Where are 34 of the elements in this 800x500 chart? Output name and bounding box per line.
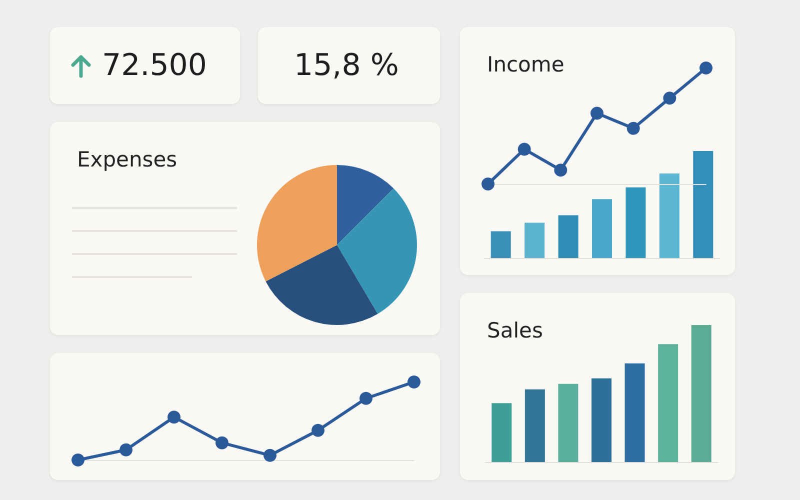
point [518, 142, 531, 156]
point [700, 62, 712, 74]
chart-title: Income [487, 52, 564, 76]
point [360, 392, 372, 405]
point [663, 92, 676, 105]
point [590, 106, 604, 120]
bar [626, 187, 646, 258]
point [312, 424, 324, 437]
text: 15,8 % [294, 48, 399, 83]
chart-title: Sales [487, 318, 543, 342]
point [408, 376, 420, 388]
bar [490, 231, 511, 258]
bar [524, 222, 545, 258]
bar [492, 403, 512, 462]
bar [558, 384, 578, 462]
point [216, 436, 228, 450]
bar [659, 173, 680, 258]
bar [691, 325, 712, 462]
point [264, 448, 276, 462]
bar [524, 389, 545, 462]
point [626, 122, 640, 135]
point [72, 454, 84, 466]
bar [592, 199, 612, 258]
chart-title: Expenses [77, 148, 178, 172]
bar [624, 363, 645, 462]
point [482, 178, 494, 190]
bar [592, 378, 612, 462]
text: 72.500 [102, 48, 207, 83]
point [120, 443, 132, 456]
point [554, 164, 568, 177]
bar [558, 215, 578, 258]
point [168, 410, 180, 424]
bar [693, 151, 714, 258]
bar [658, 344, 678, 462]
